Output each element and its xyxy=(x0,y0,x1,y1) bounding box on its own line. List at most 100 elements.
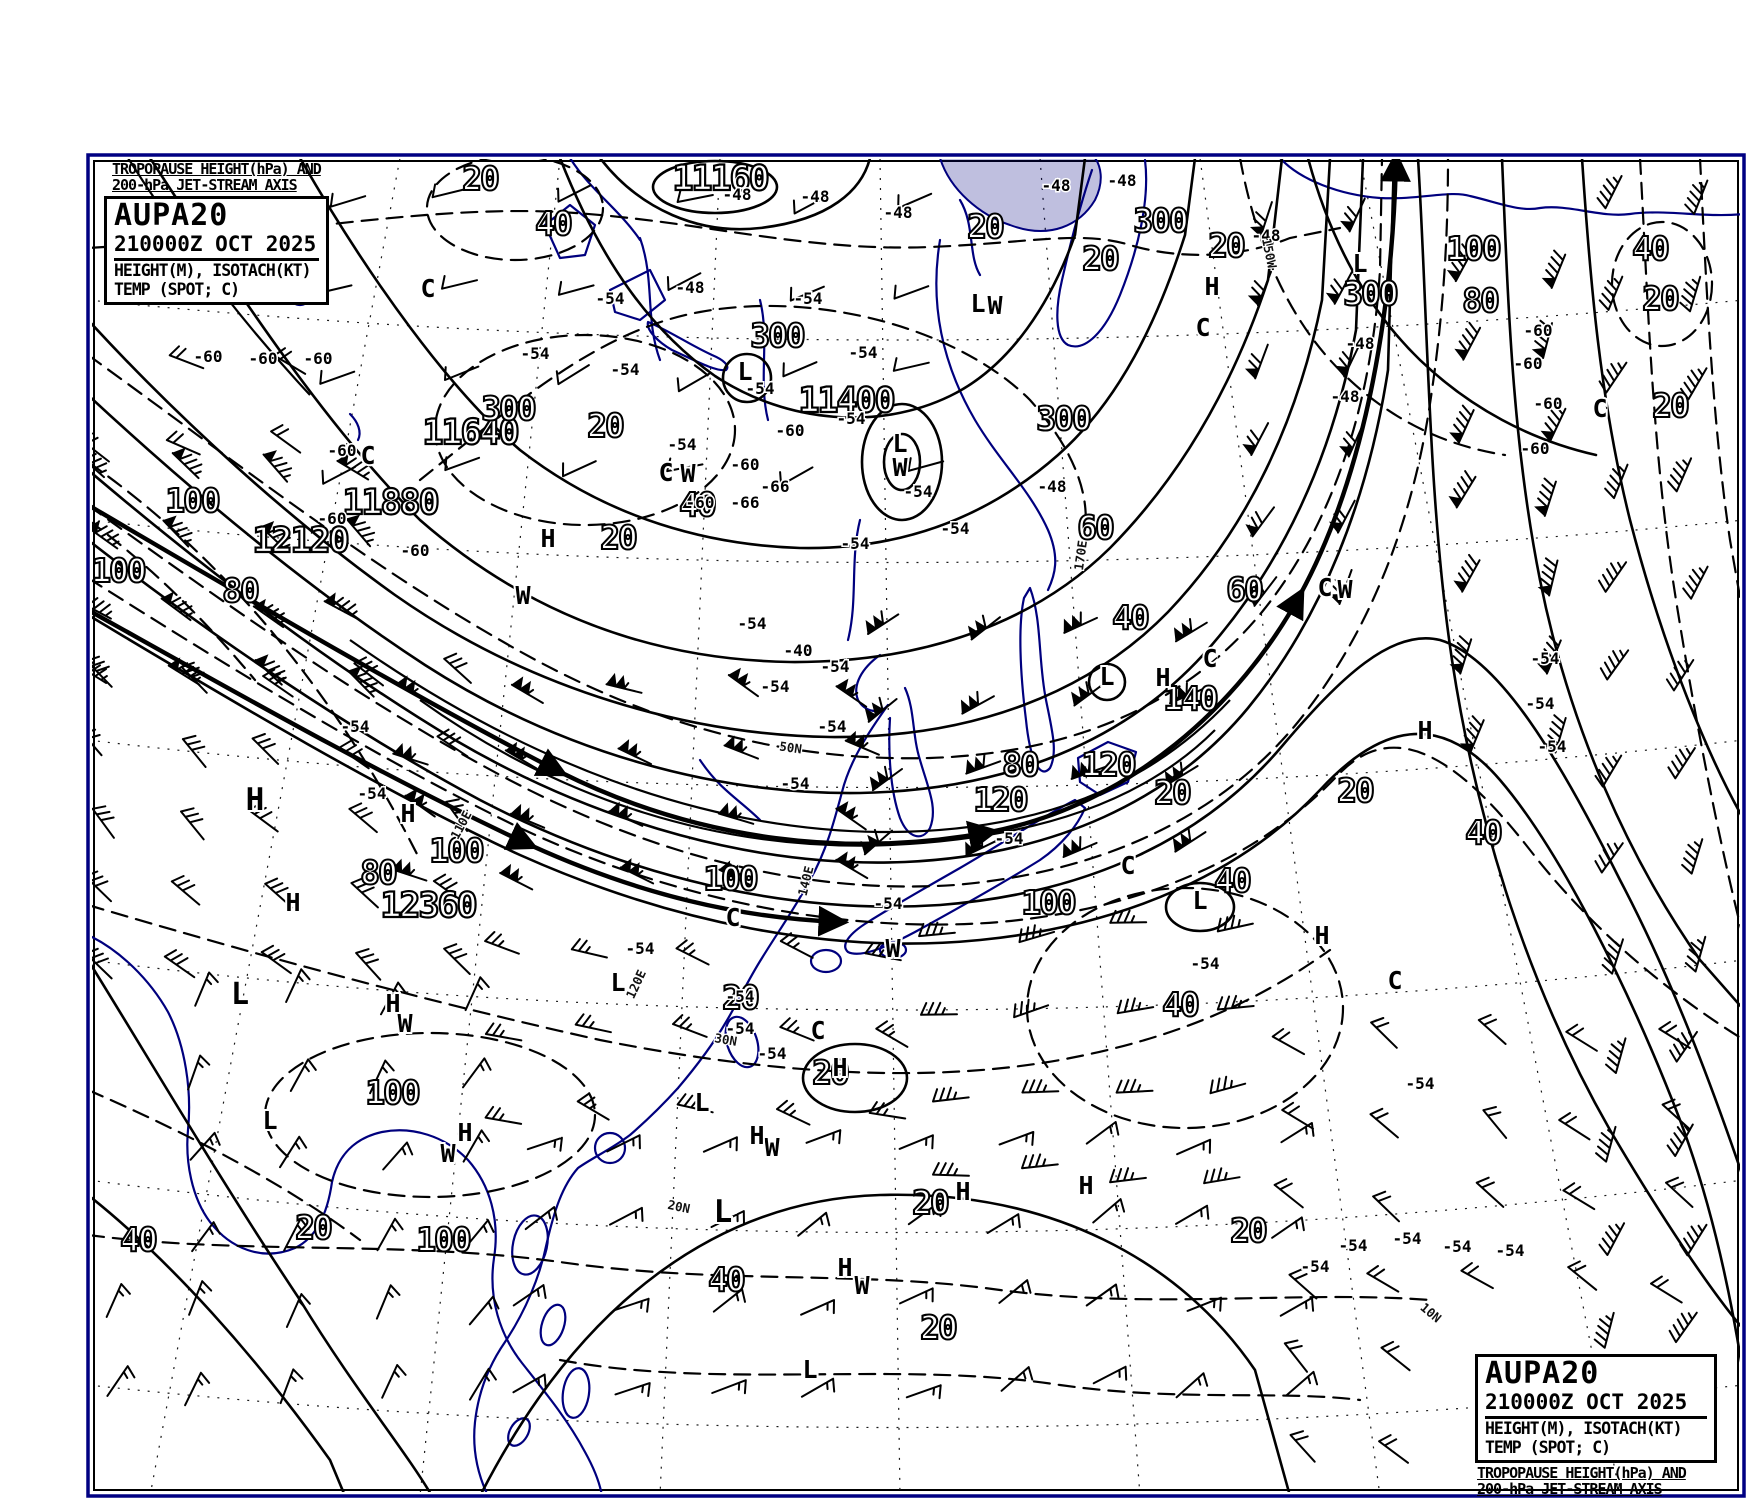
svg-text:80: 80 xyxy=(1002,745,1038,784)
svg-text:W: W xyxy=(987,291,1003,320)
svg-text:80: 80 xyxy=(360,853,396,892)
svg-text:-54: -54 xyxy=(761,677,790,696)
svg-text:L: L xyxy=(1352,249,1367,278)
svg-text:-40: -40 xyxy=(784,641,813,660)
svg-text:140: 140 xyxy=(1163,679,1217,718)
svg-text:L: L xyxy=(694,1088,709,1117)
svg-text:-60: -60 xyxy=(304,349,333,368)
content-line1: HEIGHT(M), ISOTACH(KT) xyxy=(1485,1419,1683,1438)
svg-text:40: 40 xyxy=(679,485,715,524)
svg-text:-60: -60 xyxy=(1524,321,1553,340)
chart-title-line1: TROPOPAUSE HEIGHT(hPa) AND xyxy=(112,160,322,178)
svg-text:H: H xyxy=(457,1118,472,1147)
svg-text:100: 100 xyxy=(416,1220,470,1259)
svg-text:W: W xyxy=(397,1009,413,1038)
svg-text:W: W xyxy=(680,459,696,488)
svg-text:100: 100 xyxy=(1021,883,1075,922)
svg-text:20: 20 xyxy=(967,207,1003,246)
svg-text:H: H xyxy=(1314,921,1329,950)
svg-text:H: H xyxy=(749,1121,764,1150)
svg-text:-48: -48 xyxy=(1038,477,1067,496)
svg-text:C: C xyxy=(1592,394,1607,423)
svg-text:120: 120 xyxy=(973,780,1027,819)
svg-text:C: C xyxy=(1202,644,1217,673)
svg-text:-60: -60 xyxy=(686,493,715,512)
svg-text:-54: -54 xyxy=(818,717,847,736)
svg-text:100: 100 xyxy=(429,831,483,870)
svg-text:20: 20 xyxy=(912,1183,948,1222)
isotach-contours xyxy=(92,159,1740,1402)
svg-text:C: C xyxy=(1317,573,1332,602)
svg-text:-54: -54 xyxy=(941,519,970,538)
svg-text:11160: 11160 xyxy=(672,159,767,199)
svg-text:40: 40 xyxy=(1465,813,1501,852)
svg-text:12120: 12120 xyxy=(252,521,347,561)
svg-text:C: C xyxy=(725,903,740,932)
svg-text:40: 40 xyxy=(120,1220,156,1259)
content-line2: TEMP (SPOT; C) xyxy=(114,280,240,299)
svg-text:300: 300 xyxy=(750,316,804,355)
svg-text:11400: 11400 xyxy=(798,381,893,421)
svg-text:20: 20 xyxy=(1230,1211,1266,1250)
svg-text:C: C xyxy=(1195,313,1210,342)
svg-text:20: 20 xyxy=(1082,239,1118,278)
svg-text:H: H xyxy=(955,1177,970,1206)
legend-bottom-right: AUPA20 210000Z OCT 2025 HEIGHT(M), ISOTA… xyxy=(1475,1354,1717,1497)
svg-text:-54: -54 xyxy=(781,774,810,793)
svg-text:-60: -60 xyxy=(249,349,278,368)
svg-text:-54: -54 xyxy=(668,435,697,454)
svg-text:-54: -54 xyxy=(1301,1257,1330,1276)
jet-stream-axis xyxy=(92,159,1411,937)
svg-text:H: H xyxy=(1155,663,1170,692)
svg-text:40: 40 xyxy=(1112,598,1148,637)
svg-text:-54: -54 xyxy=(1406,1074,1435,1093)
svg-text:20N: 20N xyxy=(666,1197,691,1216)
svg-text:170E: 170E xyxy=(1071,539,1090,571)
svg-text:10N: 10N xyxy=(1417,1300,1444,1326)
svg-text:-48: -48 xyxy=(1252,226,1281,245)
svg-text:20: 20 xyxy=(1337,771,1373,810)
svg-text:-54: -54 xyxy=(1531,649,1560,668)
svg-text:-54: -54 xyxy=(874,894,903,913)
svg-text:W: W xyxy=(764,1133,780,1162)
svg-text:40: 40 xyxy=(1632,229,1668,268)
svg-text:20: 20 xyxy=(1642,279,1678,318)
svg-text:300: 300 xyxy=(481,389,535,428)
product-code: AUPA20 xyxy=(1485,1356,1600,1391)
svg-text:H: H xyxy=(832,1053,847,1082)
svg-text:L: L xyxy=(737,357,752,386)
svg-text:100: 100 xyxy=(1446,229,1500,268)
svg-text:-54: -54 xyxy=(1339,1236,1368,1255)
svg-text:-48: -48 xyxy=(676,278,705,297)
svg-text:-54: -54 xyxy=(995,829,1024,848)
svg-text:H: H xyxy=(1078,1171,1093,1200)
svg-text:W: W xyxy=(1337,575,1353,604)
svg-text:L: L xyxy=(1099,662,1114,691)
svg-text:-54: -54 xyxy=(1538,737,1567,756)
svg-text:-54: -54 xyxy=(1443,1237,1472,1256)
svg-text:120: 120 xyxy=(1081,745,1135,784)
svg-text:W: W xyxy=(892,453,908,482)
svg-text:12360: 12360 xyxy=(380,886,475,926)
svg-text:40: 40 xyxy=(708,1260,744,1299)
svg-text:-54: -54 xyxy=(521,344,550,363)
map-frame xyxy=(86,153,1746,1498)
content-line1: HEIGHT(M), ISOTACH(KT) xyxy=(114,261,312,280)
svg-text:100: 100 xyxy=(703,859,757,898)
svg-text:20: 20 xyxy=(722,978,758,1017)
svg-text:140E: 140E xyxy=(795,864,817,897)
svg-text:300: 300 xyxy=(1133,201,1187,240)
svg-text:20: 20 xyxy=(812,1053,848,1092)
svg-text:300: 300 xyxy=(1343,274,1397,313)
svg-text:-60: -60 xyxy=(1521,439,1550,458)
legend-box: AUPA20 210000Z OCT 2025 HEIGHT(M), ISOTA… xyxy=(1475,1354,1717,1463)
svg-text:C: C xyxy=(360,441,375,470)
svg-text:-60: -60 xyxy=(731,455,760,474)
svg-text:20: 20 xyxy=(920,1308,956,1347)
svg-text:-48: -48 xyxy=(884,203,913,222)
svg-text:-54: -54 xyxy=(341,717,370,736)
coastlines xyxy=(92,159,1740,1492)
svg-text:30N: 30N xyxy=(713,1030,738,1049)
